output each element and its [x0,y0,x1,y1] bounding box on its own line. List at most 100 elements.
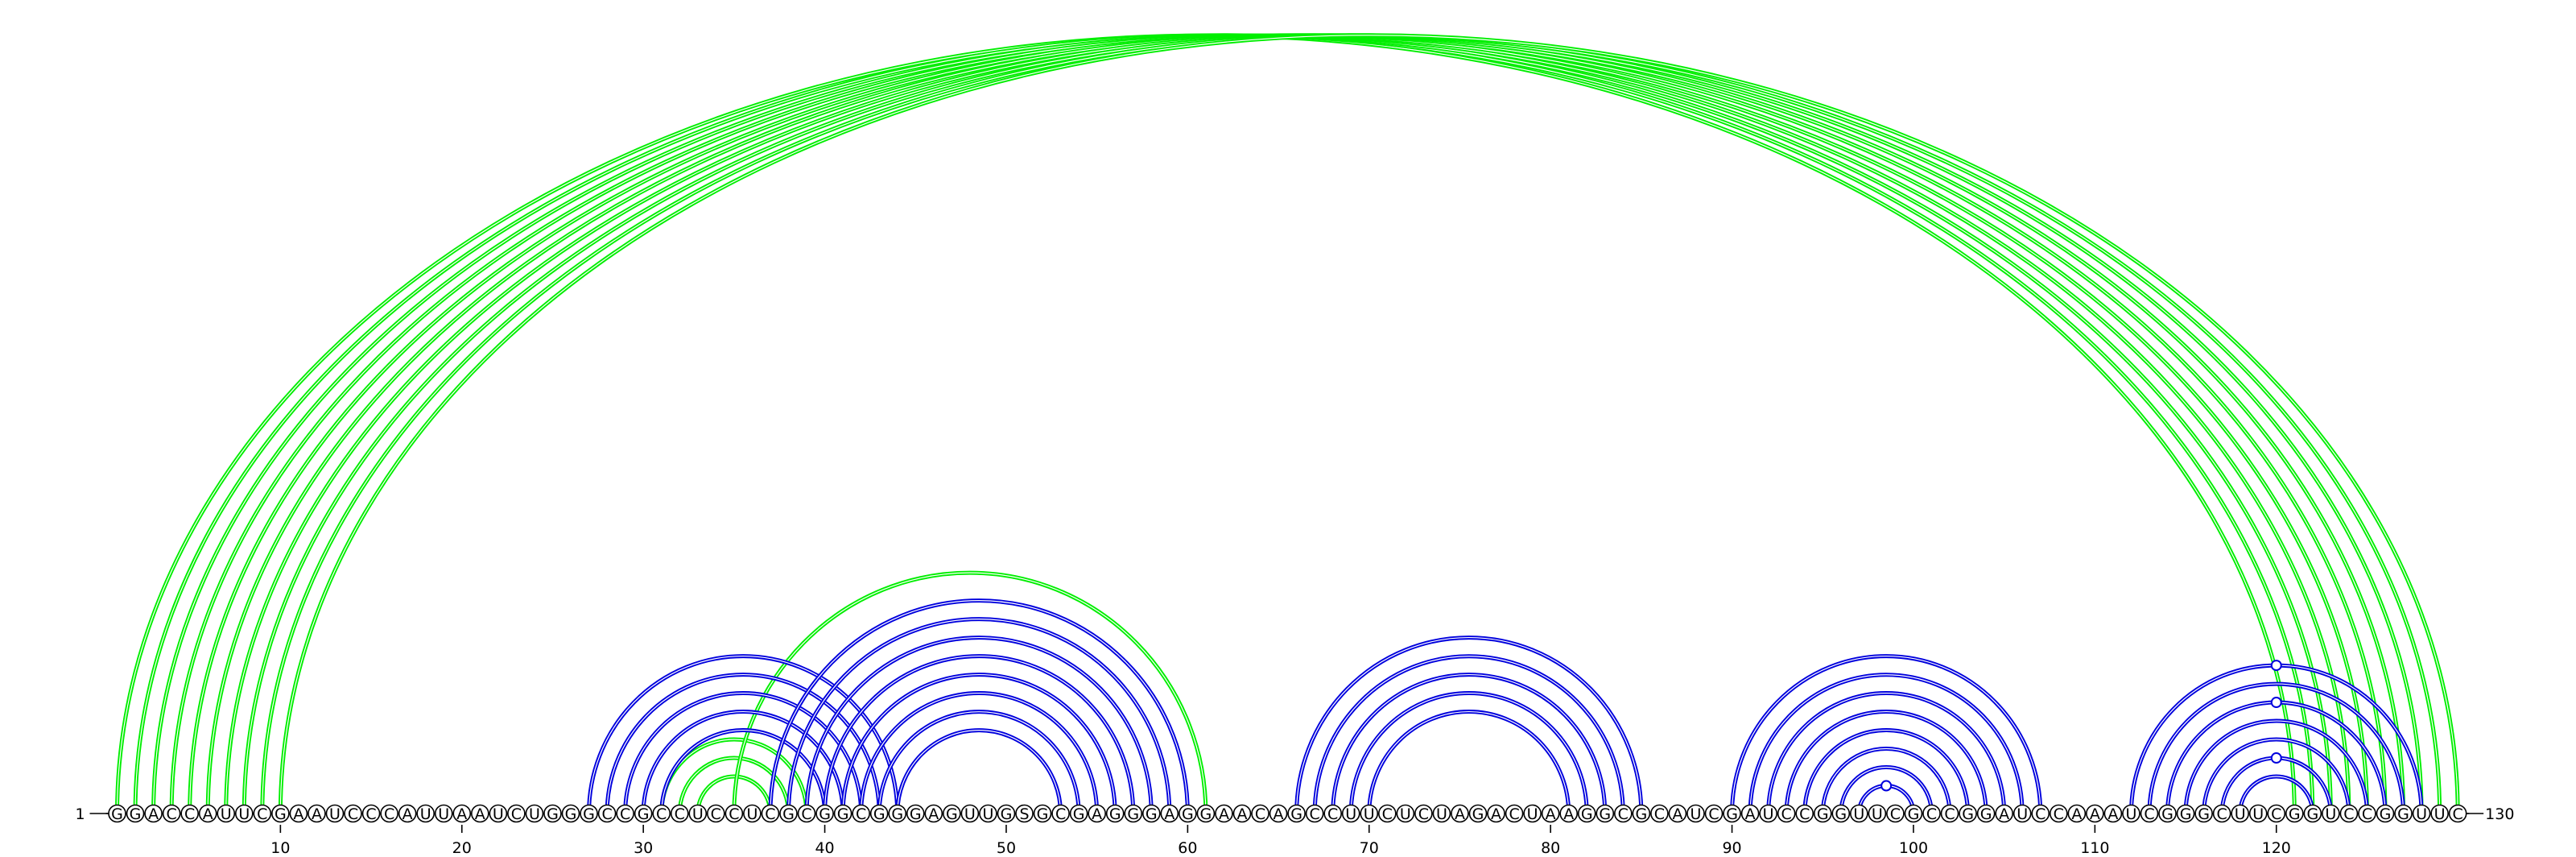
nucleotide-letter-21: A [475,805,485,823]
nucleotide-letter-35: C [729,805,739,823]
nucleotide-circle-121 [2285,804,2304,823]
nucleotide-letter-45: G [910,805,922,823]
nucleotide-letter-20: A [456,805,467,823]
nucleotide-circle-76 [1468,804,1488,823]
nucleotide-letter-127: G [2397,805,2409,823]
nucleotide-letter-18: U [420,805,431,823]
green-arc-3 [169,33,2351,814]
nucleotide-circle-85 [1632,804,1651,823]
nucleotide-letter-104: G [1980,805,1992,823]
nucleotide-circle-21 [470,804,489,823]
nucleotide-letter-59: A [1164,805,1174,823]
nucleotide-letter-99: C [1890,805,1901,823]
nucleotide-letter-126: G [2380,805,2392,823]
end-label: 130 [2485,805,2514,823]
nucleotide-letter-84: C [1618,805,1629,823]
nucleotide-letter-93: C [1781,805,1792,823]
nucleotide-circle-98 [1868,804,1887,823]
blue-arc-gap-11 [878,711,1080,814]
nucleotide-letter-117: C [2216,805,2227,823]
nucleotide-circle-6 [198,804,217,823]
nucleotide-circle-125 [2358,804,2376,823]
nucleotide-circle-119 [2248,804,2268,823]
nucleotide-letter-24: U [529,805,540,823]
nucleotide-circle-108 [2049,804,2068,823]
nucleotide-circle-33 [688,804,708,823]
nucleotide-letter-130: C [2453,805,2463,823]
nucleotide-letter-43: G [873,805,886,823]
nucleotide-letter-30: G [638,805,650,823]
nucleotide-circle-28 [597,804,617,823]
nucleotide-letter-1: G [111,805,123,823]
blue-arc-22 [1802,728,1971,814]
green-arc-gap-2 [152,35,2331,814]
blue-arc-gap-30 [2203,739,2350,814]
nucleotide-letter-111: A [2107,805,2118,823]
blue-arc-gap-19 [1749,673,2023,814]
nucleotide-circle-37 [761,804,780,823]
nucleotide-letter-72: U [1400,805,1411,823]
blue-arc-21 [1784,710,1988,814]
nucleotide-circle-87 [1668,804,1687,823]
nucleotide-circle-53 [1051,804,1070,823]
nucleotide-circle-109 [2067,804,2087,823]
nucleotide-letter-58: G [1146,805,1158,823]
green-arc-gap-3 [171,35,2350,814]
nucleotide-circle-24 [525,804,544,823]
nucleotide-circle-41 [833,804,852,823]
nucleotide-circle-42 [852,804,870,823]
nucleotide-circle-20 [452,804,472,823]
nucleotide-circle-32 [670,804,689,823]
nucleotide-letter-82: G [1581,805,1593,823]
nucleotide-circle-35 [724,804,744,823]
nucleotide-letter-29: C [620,805,630,823]
nucleotide-circle-89 [1704,804,1724,823]
nucleotide-circle-7 [217,804,236,823]
nucleotide-circle-82 [1577,804,1596,823]
nucleotide-letter-63: A [1236,805,1247,823]
nucleotide-letter-23: C [511,805,522,823]
blue-arc-gap-23 [1822,747,1951,814]
nucleotide-letter-80: A [1546,805,1556,823]
nucleotide-circle-8 [234,804,254,823]
nucleotide-letter-81: A [1563,805,1574,823]
nucleotide-circle-2 [126,804,145,823]
green-arc-7 [242,33,2424,814]
nucleotide-circle-63 [1232,804,1252,823]
tick-label-30: 30 [634,839,653,857]
nucleotide-letter-112: U [2125,805,2136,823]
nucleotide-circle-120 [2267,804,2286,823]
nucleotide-circle-60 [1179,804,1197,823]
green-arc-gap-8 [262,35,2441,814]
nucleotide-circle-101 [1922,804,1941,823]
nucleotide-letter-97: U [1853,805,1864,823]
green-arc-1 [133,33,2315,814]
nucleotide-letter-11: A [293,805,303,823]
nucleotide-letter-124: C [2343,805,2354,823]
nucleotide-letter-83: G [1599,805,1611,823]
nucleotide-letter-40: G [819,805,831,823]
nucleotide-letter-94: C [1799,805,1810,823]
nucleotide-circle-59 [1160,804,1179,823]
nucleotide-letter-67: C [1309,805,1319,823]
nucleotide-letter-98: U [1872,805,1883,823]
nucleotide-circle-103 [1959,804,1977,823]
tick-label-60: 60 [1178,839,1197,857]
nucleotide-letter-26: G [565,805,577,823]
tick-label-20: 20 [452,839,472,857]
nucleotide-circle-77 [1487,804,1505,823]
blue-arc-gap-16 [1350,693,1587,814]
blue-arc-gap-21 [1785,711,1987,814]
nucleotide-circle-17 [398,804,417,823]
arcs-layer [115,33,2460,814]
blue-arc-gap-4 [661,730,826,814]
nucleotide-circle-14 [344,804,362,823]
nucleotide-letter-4: C [166,805,176,823]
nucleotide-circle-117 [2212,804,2231,823]
blue-arc-12 [895,728,1063,814]
nucleotide-letter-69: U [1345,805,1356,823]
nucleotide-circle-3 [144,804,163,823]
nucleotide-letter-102: C [1944,805,1955,823]
nucleotide-circle-79 [1523,804,1542,823]
blue-arc-13 [1294,636,1644,814]
